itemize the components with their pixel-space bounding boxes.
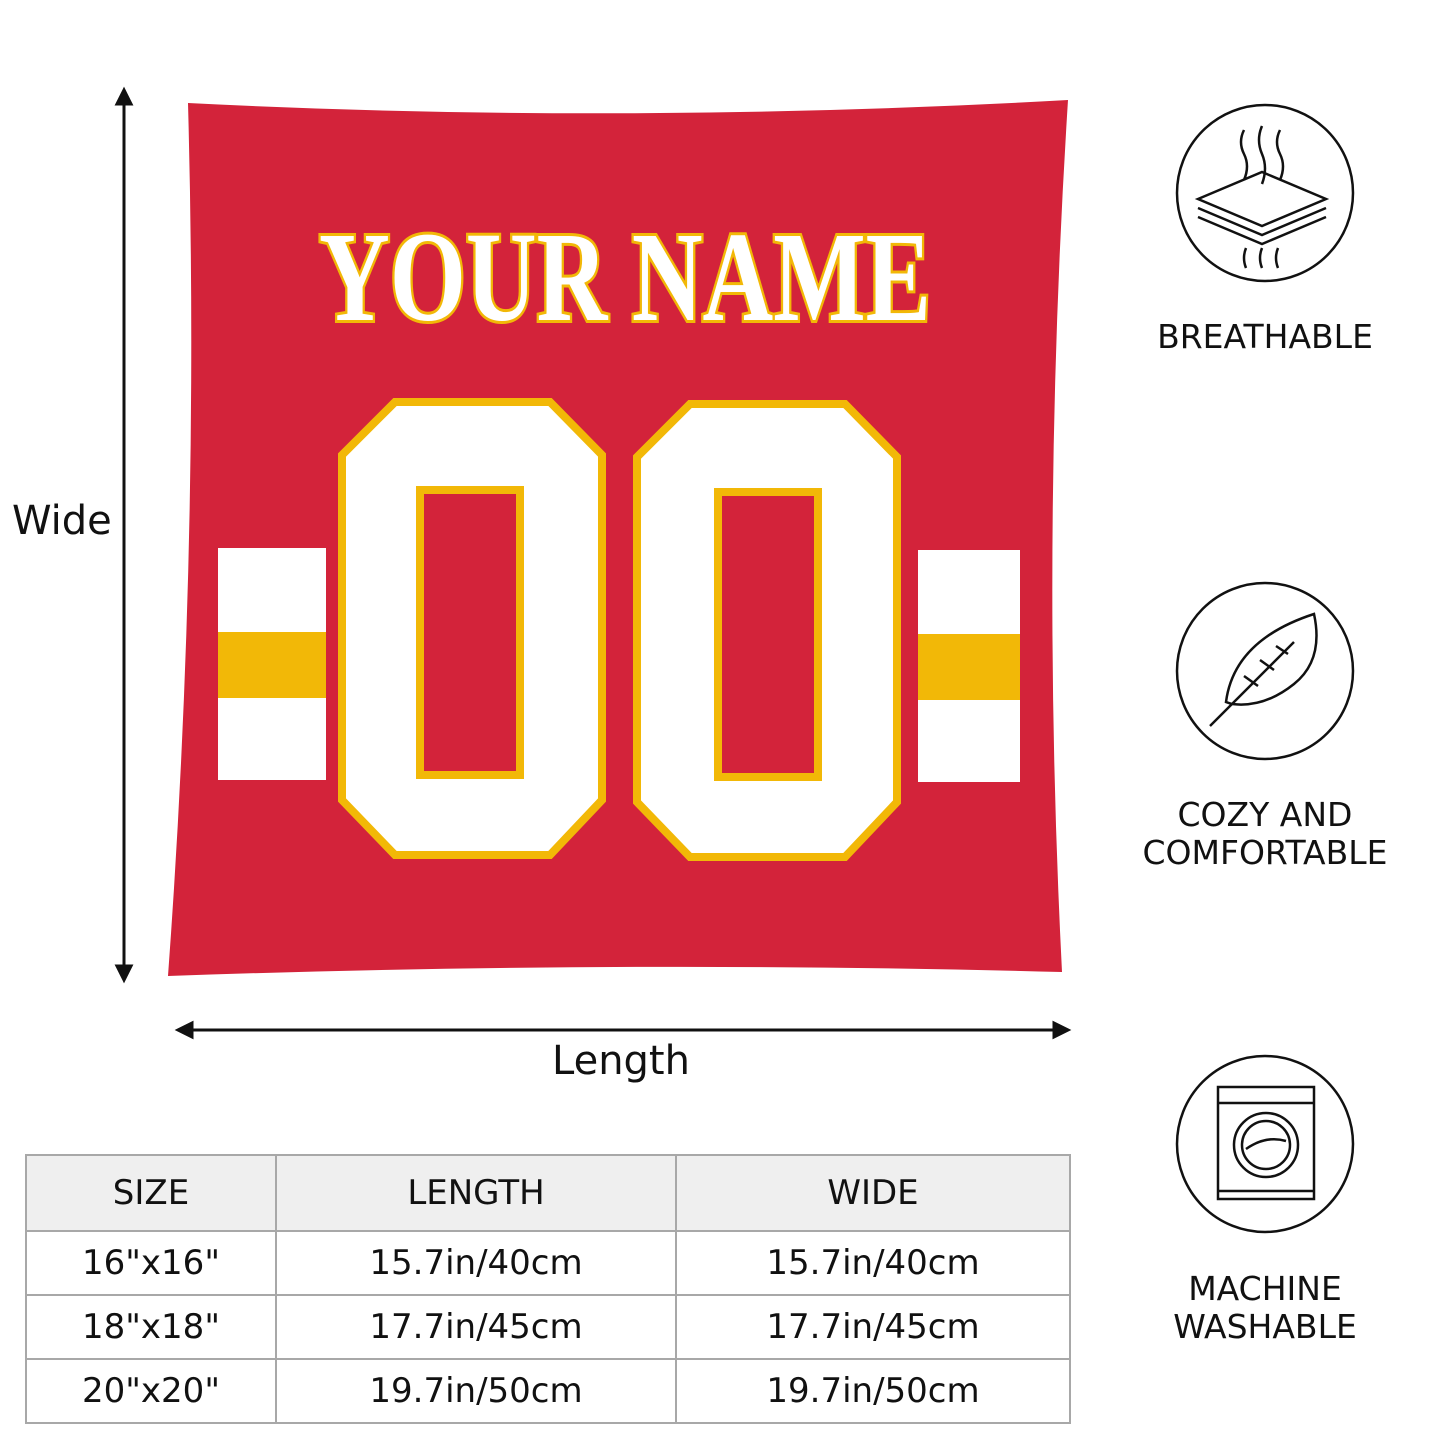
feature-cozy-line2: COMFORTABLE [1142, 833, 1388, 872]
height-label: Wide [12, 498, 112, 544]
cell-size: 20"x20" [25, 1358, 277, 1424]
table-row: 20"x20" 19.7in/50cm 19.7in/50cm [25, 1358, 1071, 1424]
table-row: 16"x16" 15.7in/40cm 15.7in/40cm [25, 1230, 1071, 1296]
feature-washable-line2: WASHABLE [1173, 1307, 1357, 1346]
cell-length: 15.7in/40cm [275, 1230, 677, 1296]
breathable-layers-icon [1175, 103, 1355, 283]
header-length: LENGTH [275, 1154, 677, 1232]
stripe-left-gold [218, 632, 326, 698]
stripe-right-gold [918, 634, 1020, 700]
number-digit-2 [633, 400, 901, 861]
feature-breathable-label: BREATHABLE [1157, 317, 1373, 356]
cell-wide: 15.7in/40cm [675, 1230, 1071, 1296]
table-header-row: SIZE LENGTH WIDE [25, 1154, 1071, 1232]
feature-washable-line1: MACHINE [1188, 1269, 1342, 1308]
cell-size: 16"x16" [25, 1230, 277, 1296]
pillow-illustration: YOUR NAME [114, 86, 1072, 1040]
cell-wide: 17.7in/45cm [675, 1294, 1071, 1360]
cell-length: 19.7in/50cm [275, 1358, 677, 1424]
header-size: SIZE [25, 1154, 277, 1232]
number-digit-1 [338, 398, 606, 859]
feature-cozy-line1: COZY AND [1177, 795, 1353, 834]
cell-length: 17.7in/45cm [275, 1294, 677, 1360]
feature-washable-label: MACHINE WASHABLE [1115, 1270, 1415, 1346]
feather-icon [1175, 581, 1355, 761]
feature-cozy-label: COZY AND COMFORTABLE [1115, 796, 1415, 872]
washing-machine-icon [1175, 1054, 1355, 1234]
height-arrow [114, 86, 134, 984]
width-label: Length [552, 1038, 690, 1084]
header-wide: WIDE [675, 1154, 1071, 1232]
width-arrow [174, 1020, 1072, 1040]
size-table: SIZE LENGTH WIDE 16"x16" 15.7in/40cm 15.… [25, 1154, 1071, 1424]
cell-wide: 19.7in/50cm [675, 1358, 1071, 1424]
pillow-name-text: YOUR NAME [319, 206, 931, 348]
table-row: 18"x18" 17.7in/45cm 17.7in/45cm [25, 1294, 1071, 1360]
cell-size: 18"x18" [25, 1294, 277, 1360]
